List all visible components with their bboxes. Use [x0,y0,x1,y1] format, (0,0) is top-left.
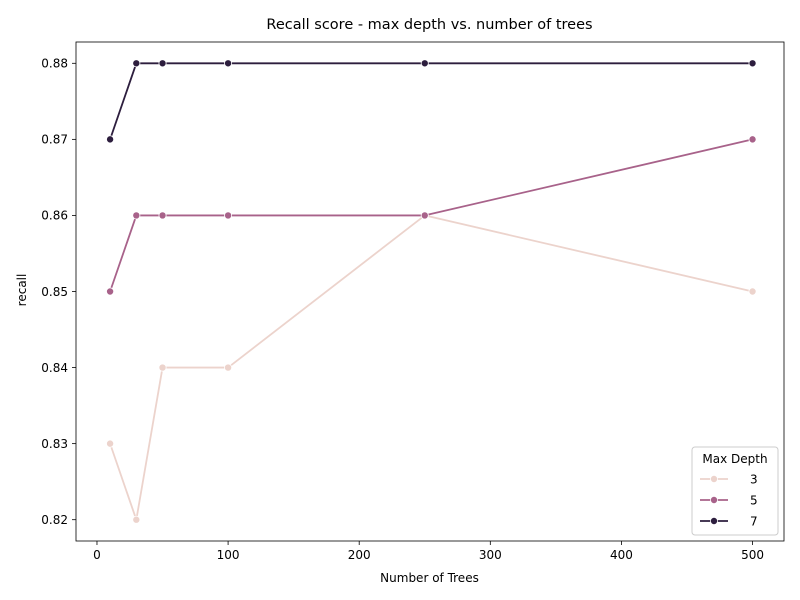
x-tick-label: 400 [610,548,633,562]
legend-label-5: 5 [750,493,758,507]
y-tick-label: 0.85 [41,285,68,299]
legend-marker-7 [710,517,719,526]
data-point-3 [748,287,757,296]
data-point-5 [420,211,429,220]
x-tick-label: 0 [93,548,101,562]
data-point-5 [106,287,115,296]
x-axis: 0 100 200 300 400 500 [93,541,764,562]
y-axis-title: recall [15,274,29,307]
y-tick-label: 0.84 [41,361,68,375]
series-line-3 [109,214,753,521]
y-tick-label: 0.88 [41,57,68,71]
series-line-7 [109,62,753,140]
data-point-3 [158,363,167,372]
series-line-5 [109,138,753,292]
legend-box [691,446,779,536]
legend-label-3: 3 [750,472,758,486]
legend-title: Max Depth [702,452,767,466]
data-point-5 [748,135,757,144]
legend-label-7: 7 [750,514,758,528]
data-point-5 [224,211,233,220]
chart-title: Recall score - max depth vs. number of t… [266,17,592,33]
x-tick-label: 100 [217,548,240,562]
data-point-5 [132,211,141,220]
x-tick-label: 500 [741,548,764,562]
data-point-5 [158,211,167,220]
data-point-7 [420,59,429,68]
x-tick-label: 300 [479,548,502,562]
data-point-3 [132,515,141,524]
y-tick-label: 0.86 [41,209,68,223]
plot-area [106,59,757,524]
data-point-7 [224,59,233,68]
legend-marker-3 [710,474,719,483]
x-tick-label: 200 [348,548,371,562]
y-tick-label: 0.87 [41,133,68,147]
data-point-3 [224,363,233,372]
legend-marker-5 [710,495,719,504]
y-tick-label: 0.83 [41,437,68,451]
data-point-7 [132,59,141,68]
data-point-3 [106,439,115,448]
legend: Max Depth 3 5 7 [691,446,779,536]
x-axis-title: Number of Trees [380,571,479,585]
data-point-7 [106,135,115,144]
y-tick-label: 0.82 [41,513,68,527]
y-axis: 0.82 0.83 0.84 0.85 0.86 0.87 0.88 [41,57,76,527]
plot-frame [75,41,785,542]
data-point-7 [158,59,167,68]
data-point-7 [748,59,757,68]
